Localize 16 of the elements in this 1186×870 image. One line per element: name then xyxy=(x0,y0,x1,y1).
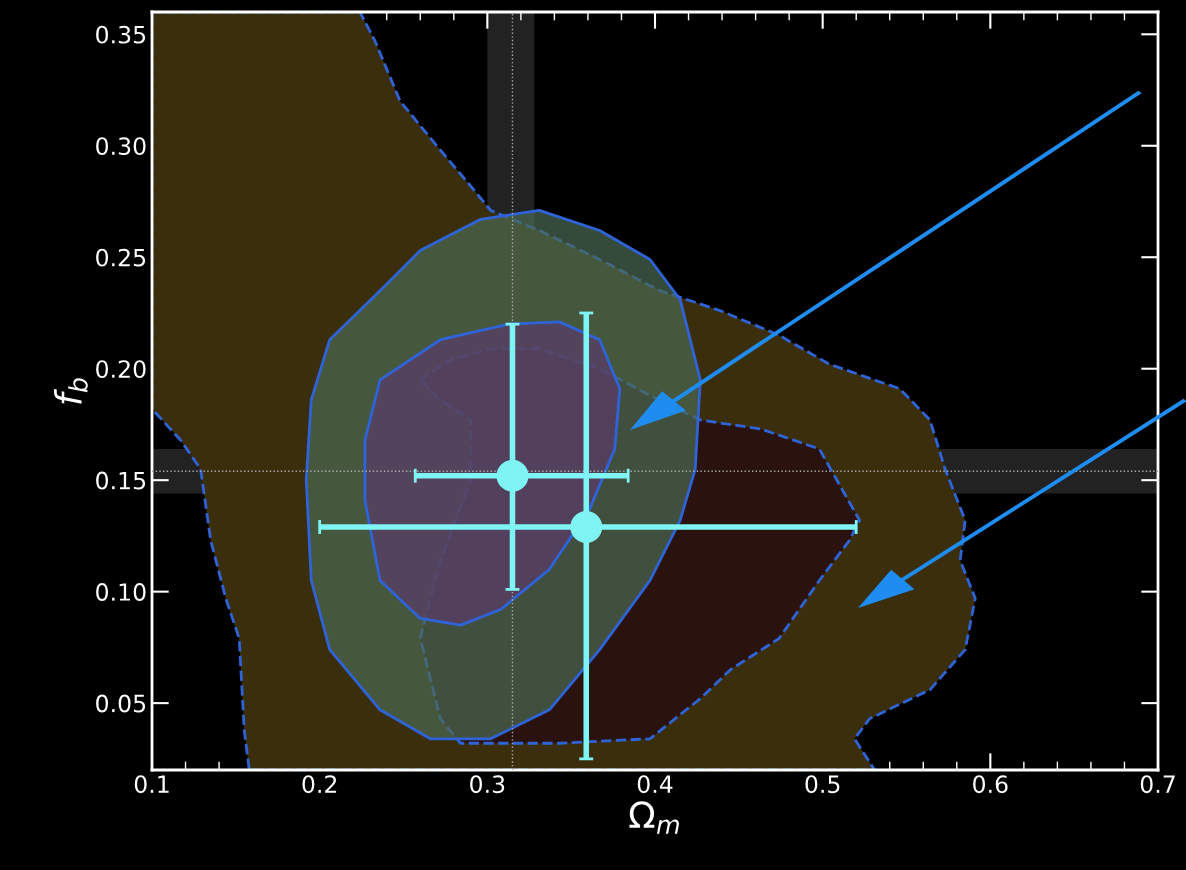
x-tick-label: 0.3 xyxy=(470,775,505,794)
x-axis-title: Ω$_{m}$ xyxy=(629,801,679,834)
y-tick-label: 0.35 xyxy=(96,25,146,44)
y-tick-label: 0.05 xyxy=(96,694,146,713)
y-tick-label: 0.30 xyxy=(96,137,146,156)
x-tick-label: 0.4 xyxy=(637,775,673,794)
x-tick-label: 0.7 xyxy=(1140,775,1175,794)
x-tick-label: 0.5 xyxy=(805,775,840,794)
y-tick-label: 0.10 xyxy=(96,583,146,601)
y-axis-title: f$_{b}$ xyxy=(54,378,88,404)
y-tick-label: 0.25 xyxy=(96,248,146,267)
y-tick-label: 0.20 xyxy=(96,360,146,379)
x-tick-label: 0.2 xyxy=(302,775,337,794)
y-tick-label: 0.15 xyxy=(96,471,146,490)
x-tick-label: 0.1 xyxy=(134,775,169,794)
x-tick-label: 0.6 xyxy=(973,775,1008,794)
